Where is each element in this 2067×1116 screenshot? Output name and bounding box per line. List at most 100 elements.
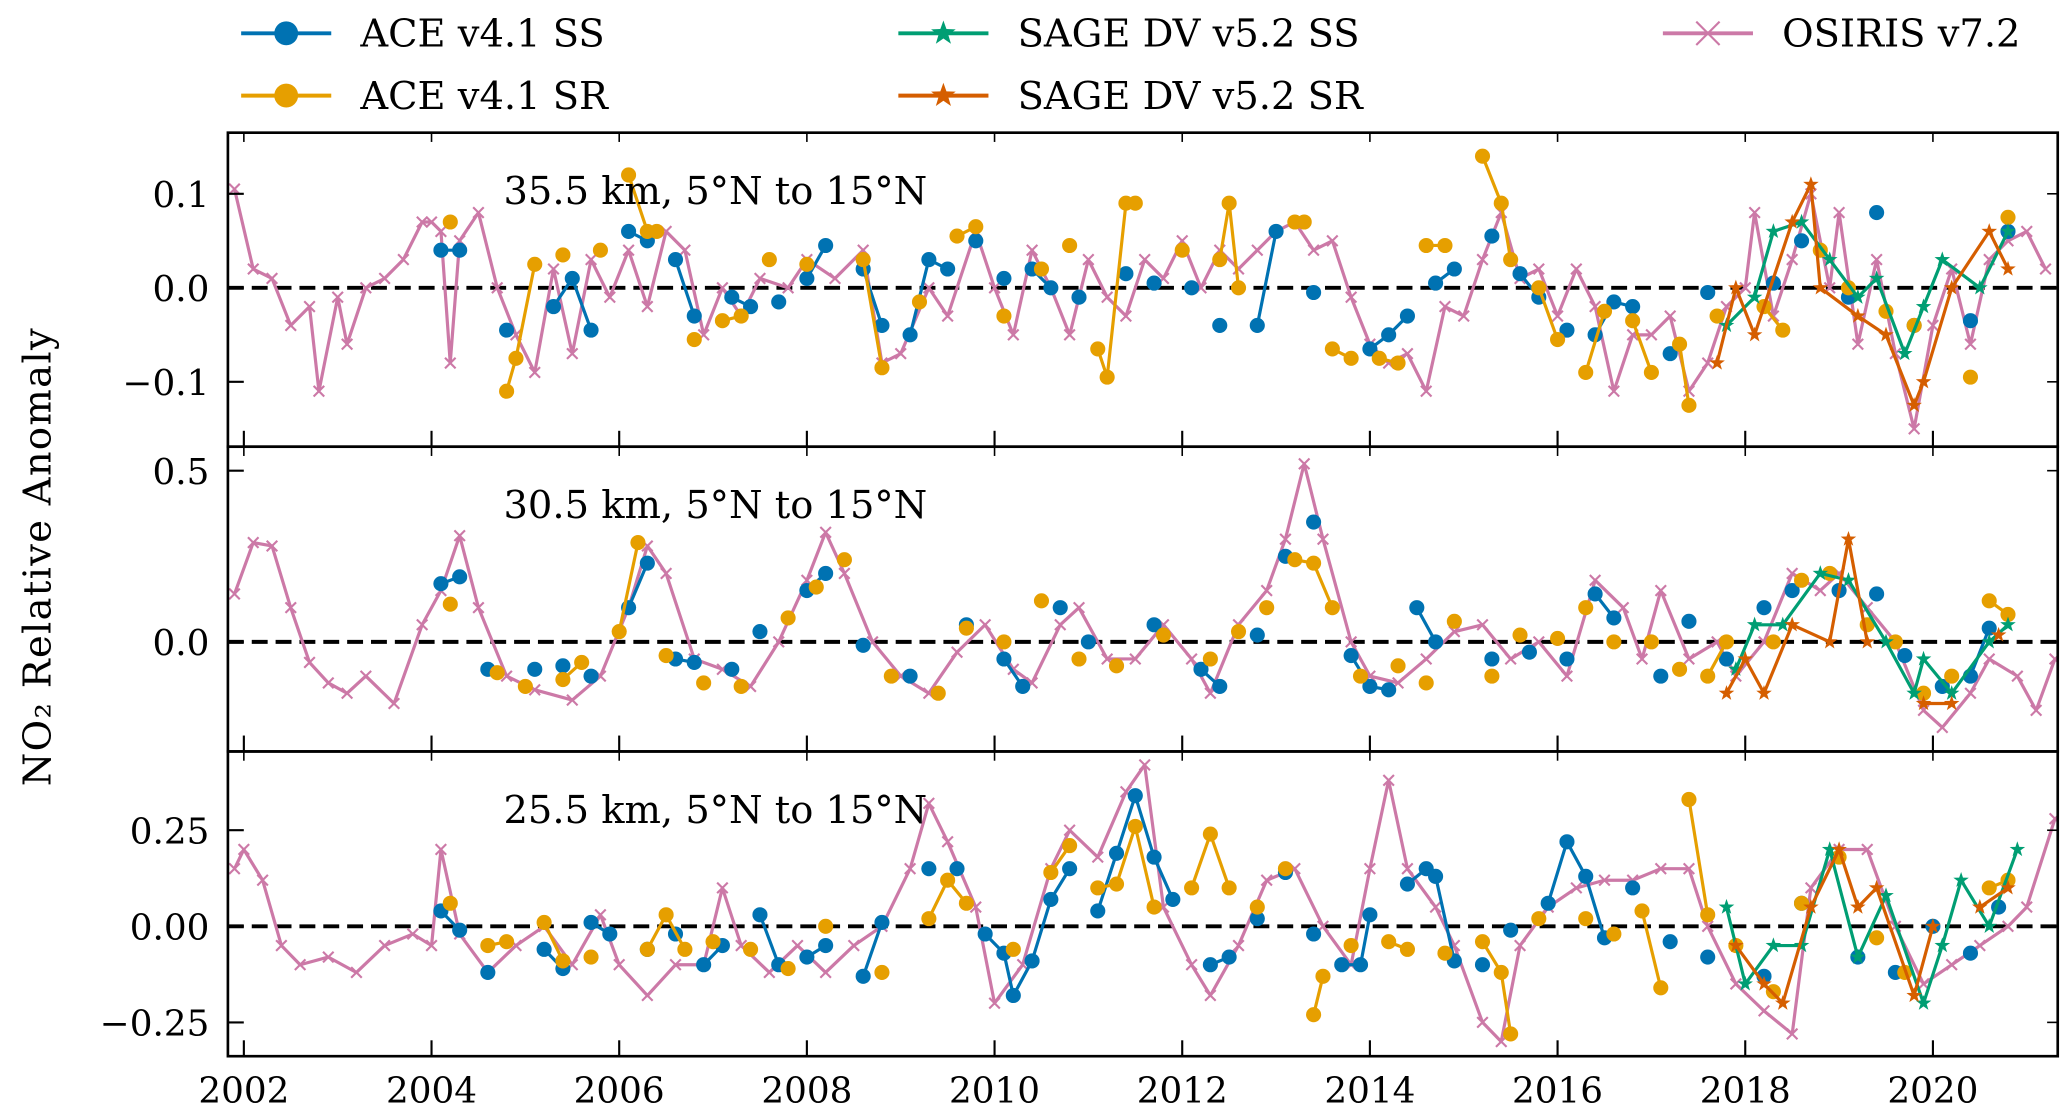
- data-point: [1981, 880, 1997, 896]
- panel-2: 0.5 0.0 30.5 km, 5°N to 15°N: [152, 445, 2060, 753]
- data-point: [1146, 617, 1162, 633]
- data-point: [350, 966, 363, 979]
- data-point: [528, 366, 541, 379]
- data-point: [1204, 989, 1217, 1002]
- data-point: [1165, 891, 1181, 907]
- data-point: [1513, 939, 1527, 952]
- data-point: [2000, 616, 2016, 632]
- data-point: [1531, 911, 1547, 927]
- data-point: [658, 907, 674, 923]
- x-tick-labels: 2002 2004 2006 2008 2010 2012 2014 2016 2018 2020: [198, 1071, 1978, 1112]
- data-point: [536, 914, 552, 931]
- data-point: [237, 843, 250, 856]
- data-point: [406, 927, 419, 941]
- data-point: [950, 646, 964, 659]
- data-point: [752, 907, 768, 923]
- legend-entry-ace-sr: ACE v4.1 SR: [241, 74, 609, 119]
- data-point: [1476, 618, 1489, 631]
- data-point: [1868, 270, 1885, 286]
- data-point: [1326, 234, 1339, 247]
- data-point: [686, 331, 702, 348]
- data-point: [1850, 307, 1866, 323]
- data-point: [621, 223, 637, 239]
- data-point: [603, 291, 616, 304]
- data-point: [2020, 901, 2033, 914]
- data-point: [677, 941, 693, 957]
- data-point: [902, 668, 918, 684]
- data-point: [1371, 350, 1387, 366]
- data-point: [1981, 633, 1998, 649]
- data-point: [1606, 634, 1622, 650]
- data-point: [940, 261, 956, 277]
- data-point: [453, 529, 466, 542]
- data-point: [499, 383, 515, 399]
- data-point: [1184, 880, 1200, 896]
- data-point: [1362, 678, 1378, 694]
- data-point: [583, 668, 599, 684]
- x-tick-label: 2012: [1137, 1071, 1228, 1112]
- y-tick-label: −0.1: [122, 363, 209, 404]
- series-line: [617, 542, 640, 632]
- data-point: [508, 350, 524, 366]
- data-point: [1803, 898, 1819, 914]
- data-point: [1878, 326, 1894, 342]
- y-tick-label: 0.0: [152, 623, 209, 664]
- data-point: [780, 610, 796, 626]
- series-line: [1255, 231, 1278, 326]
- series-ace-ss: [433, 205, 2016, 362]
- data-point: [1850, 898, 1866, 914]
- data-point: [1401, 347, 1414, 360]
- data-point: [958, 620, 974, 636]
- x-tick-label: 2018: [1700, 1071, 1791, 1112]
- data-point: [1850, 948, 1866, 964]
- series-line: [1190, 832, 1231, 889]
- data-point: [1945, 958, 1958, 971]
- data-point: [397, 253, 410, 266]
- data-point: [1043, 864, 1059, 881]
- data-point: [988, 997, 1001, 1010]
- data-point: [433, 576, 449, 592]
- data-point: [1015, 678, 1031, 694]
- data-point: [1202, 957, 1218, 973]
- data-point: [247, 536, 260, 549]
- data-point: [1757, 1004, 1771, 1017]
- data-point: [1202, 826, 1218, 842]
- series-line: [1584, 310, 1606, 373]
- data-point: [1306, 514, 1322, 530]
- data-point: [818, 565, 834, 581]
- data-point: [1681, 613, 1697, 629]
- data-point: [724, 661, 740, 677]
- data-point: [1418, 675, 1434, 691]
- data-point: [641, 989, 654, 1002]
- data-point: [1428, 868, 1444, 884]
- data-point: [303, 656, 316, 669]
- data-point: [874, 964, 890, 980]
- data-point: [1625, 313, 1641, 329]
- data-point: [331, 291, 344, 304]
- series-line: [1218, 201, 1241, 289]
- data-point: [1550, 630, 1566, 647]
- data-point: [1934, 678, 1950, 694]
- data-point: [574, 654, 590, 670]
- data-point: [265, 272, 279, 285]
- data-point: [1915, 650, 1932, 666]
- data-point: [714, 313, 730, 329]
- data-point: [1324, 341, 1340, 357]
- data-point: [1786, 1027, 1799, 1040]
- data-point: [771, 294, 787, 310]
- data-point: [1279, 533, 1292, 546]
- data-point: [1718, 634, 1735, 650]
- legend-marker-x-icon: [1695, 20, 1721, 46]
- data-point: [1643, 364, 1659, 380]
- legend-marker-circle-icon: [274, 21, 299, 46]
- data-point: [1352, 668, 1369, 684]
- data-point: [686, 308, 702, 324]
- data-point: [1260, 584, 1273, 597]
- data-point: [1814, 584, 1827, 597]
- data-point: [996, 651, 1012, 667]
- data-point: [425, 215, 438, 229]
- data-point: [1212, 252, 1228, 268]
- data-point: [1503, 922, 1519, 938]
- legend-marker-star-icon: [931, 20, 956, 44]
- data-point: [1324, 600, 1340, 616]
